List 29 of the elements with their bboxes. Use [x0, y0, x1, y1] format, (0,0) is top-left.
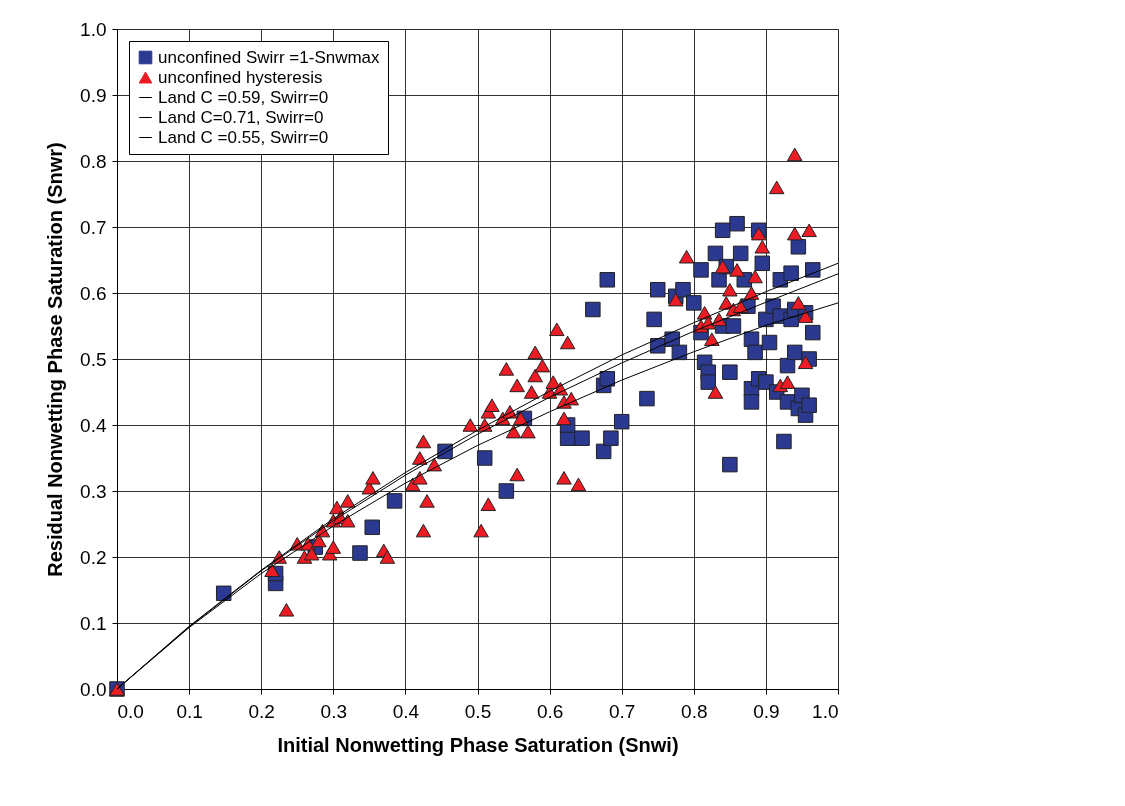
x-axis-title: Initial Nonwetting Phase Saturation (Snwi)	[277, 733, 679, 756]
x-tick-label: 0.6	[536, 700, 564, 722]
y-tick-label: 0.5	[80, 348, 107, 370]
y-tick-label: 0.4	[80, 414, 107, 436]
x-tick-label: 0.0	[117, 700, 144, 722]
x-tick-label: 0.3	[320, 700, 348, 722]
x-tick-label: 1.0	[812, 700, 839, 722]
x-tick-label: 0.9	[753, 700, 780, 722]
y-axis-title: Residual Nonwetting Phase Saturation (Snwr)	[44, 142, 67, 577]
y-tick-label: 0.9	[80, 84, 107, 106]
x-tick-label: 0.8	[681, 700, 708, 722]
x-tick-label: 0.7	[608, 700, 636, 722]
y-tick-label: 0.0	[80, 678, 107, 700]
legend-label: unconfined Swirr =1-Snwmax	[158, 47, 381, 67]
legend-label: Land C=0.71, Swirr=0	[158, 107, 324, 127]
x-tick-label: 0.2	[248, 700, 275, 722]
y-tick-label: 0.8	[80, 150, 107, 172]
legend-label: Land C =0.59, Swirr=0	[158, 87, 329, 107]
legend-label: Land C =0.55, Swirr=0	[158, 127, 329, 147]
y-tick-label: 0.1	[80, 612, 107, 634]
y-tick-label: 0.2	[80, 546, 107, 568]
legend-label: unconfined hysteresis	[158, 67, 323, 87]
y-tick-label: 0.7	[80, 216, 107, 238]
x-tick-label: 0.4	[392, 700, 420, 722]
x-tick-label: 0.5	[464, 700, 492, 722]
y-tick-label: 1.0	[80, 18, 107, 40]
y-tick-label: 0.3	[80, 480, 107, 502]
x-tick-label: 0.1	[176, 700, 203, 722]
y-tick-label: 0.6	[80, 282, 107, 304]
